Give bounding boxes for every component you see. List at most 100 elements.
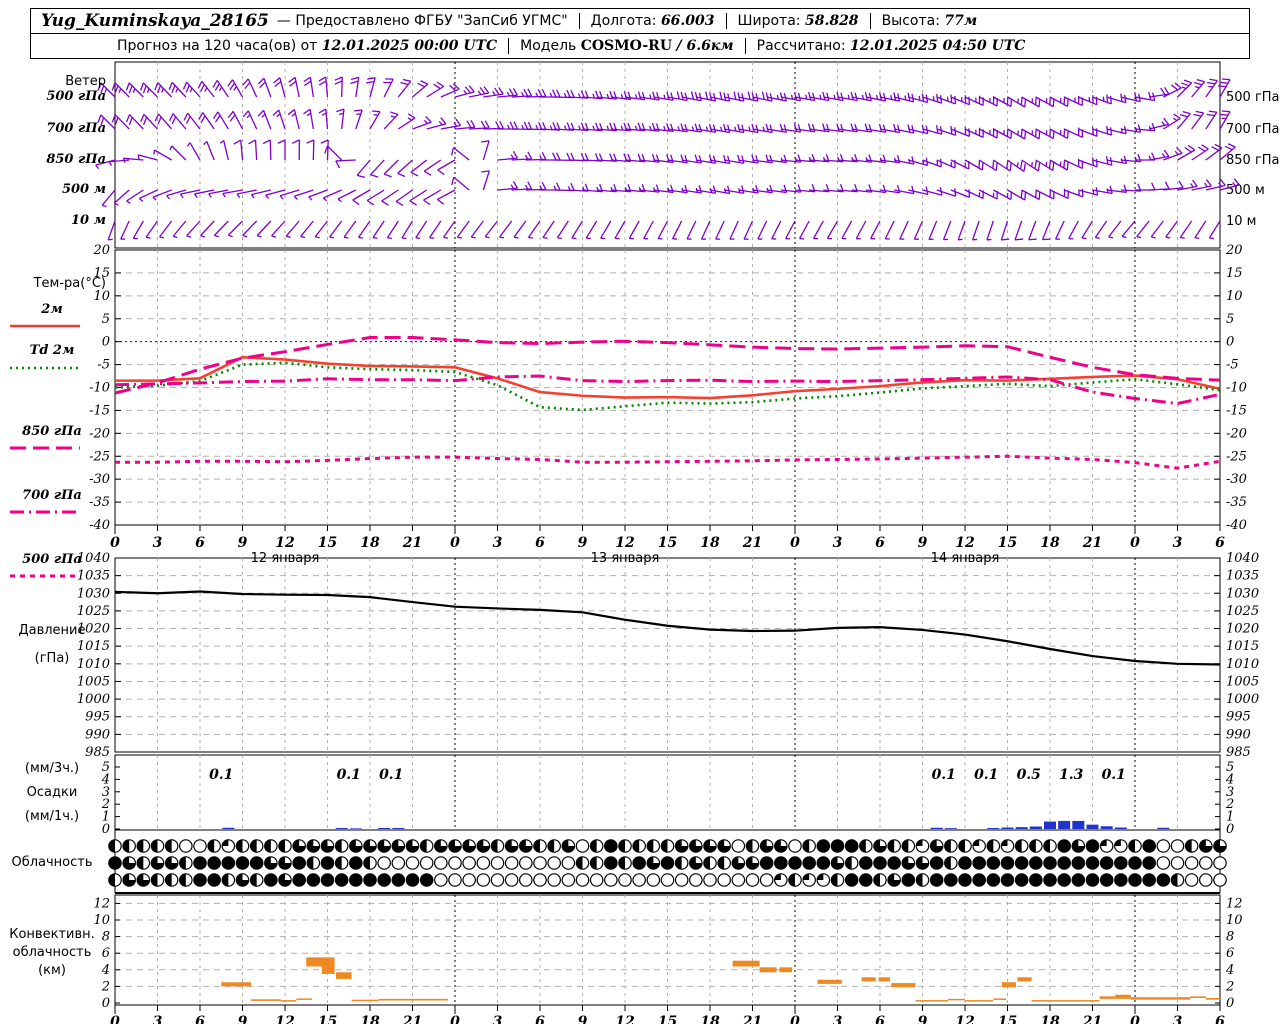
svg-text:1005: 1005 [1226, 674, 1259, 689]
legend-label-t2m: 2м [41, 302, 63, 317]
svg-text:12: 12 [615, 1014, 635, 1024]
svg-text:0: 0 [1226, 822, 1234, 837]
conv-panel-title-1: Конвективн. [9, 927, 95, 942]
svg-text:10: 10 [93, 913, 110, 928]
svg-text:6: 6 [1226, 946, 1234, 961]
svg-text:20: 20 [1225, 243, 1243, 258]
svg-text:6: 6 [875, 535, 885, 551]
svg-text:6: 6 [875, 1014, 885, 1024]
separator [869, 13, 871, 29]
svg-text:15: 15 [658, 1014, 677, 1024]
svg-text:1: 1 [102, 810, 110, 825]
svg-text:3: 3 [833, 535, 843, 551]
svg-text:2: 2 [1225, 979, 1234, 994]
separator [744, 38, 746, 54]
svg-text:4: 4 [1225, 772, 1234, 787]
svg-text:8: 8 [1226, 930, 1234, 945]
svg-text:9: 9 [918, 1014, 928, 1024]
svg-text:12 января: 12 января [251, 551, 320, 566]
svg-text:6: 6 [1215, 535, 1225, 551]
svg-text:1020: 1020 [77, 622, 110, 637]
svg-text:3: 3 [153, 1014, 163, 1024]
precip-unit-3h: (мм/3ч.) [24, 761, 80, 776]
svg-text:15: 15 [318, 1014, 337, 1024]
svg-text:1025: 1025 [77, 604, 110, 619]
legend-label-t850: 850 гПа [22, 424, 82, 439]
svg-text:1: 1 [1226, 810, 1234, 825]
svg-text:-5: -5 [97, 358, 110, 373]
precip-unit-1h: (мм/1ч.) [24, 809, 80, 824]
svg-text:6: 6 [195, 1014, 205, 1024]
legend-label-td2m: Td 2м [29, 343, 75, 358]
svg-text:0: 0 [110, 535, 120, 551]
svg-text:995: 995 [1226, 710, 1251, 725]
svg-text:1030: 1030 [1226, 586, 1259, 601]
separator [578, 13, 580, 29]
calc-time-value: 12.01.2025 04:50 UTC [850, 38, 1026, 54]
svg-text:15: 15 [318, 535, 337, 551]
header-box: Yug_Kuminskaya_28165 — Предоставлено ФГБ… [30, 8, 1250, 59]
svg-text:1035: 1035 [1226, 569, 1259, 584]
forecast-start-value: 12.01.2025 00:00 UTC [321, 38, 498, 54]
svg-text:15: 15 [1226, 266, 1243, 281]
header-row-forecast: Прогноз на 120 часа(ов) от 12.01.2025 00… [31, 34, 1249, 58]
pressure-panel-title: Давление [18, 623, 86, 638]
legend-label-t700: 700 гПа [22, 488, 82, 503]
svg-text:21: 21 [402, 1014, 422, 1024]
svg-text:21: 21 [742, 535, 762, 551]
svg-text:6: 6 [535, 1014, 545, 1024]
altitude-value: 77м [944, 13, 978, 29]
svg-text:21: 21 [402, 535, 422, 551]
svg-text:1015: 1015 [1226, 639, 1259, 654]
wind-level-850hpa: 850 гПа [46, 152, 106, 167]
model-label: Модель [520, 38, 577, 54]
svg-text:1040: 1040 [1226, 551, 1259, 566]
svg-text:5: 5 [1226, 760, 1234, 775]
svg-text:500 гПа: 500 гПа [1226, 90, 1280, 105]
svg-text:1015: 1015 [77, 639, 110, 654]
svg-text:0: 0 [450, 1014, 460, 1024]
svg-text:4: 4 [101, 772, 110, 787]
svg-text:15: 15 [658, 535, 677, 551]
svg-text:3: 3 [102, 785, 110, 800]
station-name: Yug_Kuminskaya_28165 [41, 11, 269, 31]
separator [508, 38, 510, 54]
forecast-label: Прогноз на 120 часа(ов) от [117, 38, 318, 54]
svg-text:18: 18 [700, 1014, 720, 1024]
svg-text:990: 990 [1226, 727, 1251, 742]
svg-text:3: 3 [493, 535, 503, 551]
svg-text:18: 18 [360, 1014, 380, 1024]
altitude-label: Высота: [881, 13, 940, 29]
svg-text:0: 0 [102, 822, 110, 837]
svg-text:12: 12 [275, 1014, 295, 1024]
svg-text:5: 5 [102, 760, 110, 775]
svg-text:0.1: 0.1 [337, 767, 361, 783]
longitude-value: 66.003 [660, 13, 715, 29]
svg-text:5: 5 [1226, 312, 1234, 327]
svg-text:0: 0 [102, 996, 110, 1011]
svg-text:985: 985 [1226, 745, 1251, 760]
svg-text:1040: 1040 [77, 551, 110, 566]
svg-text:12: 12 [1226, 896, 1243, 911]
svg-text:-40: -40 [89, 518, 110, 533]
svg-text:1.3: 1.3 [1059, 767, 1084, 783]
wind-level-500m: 500 м [61, 182, 106, 197]
svg-text:9: 9 [918, 535, 928, 551]
svg-text:12: 12 [955, 1014, 975, 1024]
svg-text:0.1: 0.1 [932, 767, 956, 783]
svg-text:1000: 1000 [1226, 692, 1259, 707]
svg-text:4: 4 [101, 963, 110, 978]
svg-text:-30: -30 [1226, 472, 1247, 487]
svg-text:6: 6 [1215, 1014, 1225, 1024]
svg-text:21: 21 [1082, 535, 1102, 551]
precip-panel-title: Осадки [26, 785, 78, 800]
svg-text:0: 0 [110, 1014, 120, 1024]
svg-text:15: 15 [998, 535, 1017, 551]
svg-text:0: 0 [1226, 996, 1234, 1011]
svg-text:18: 18 [360, 535, 380, 551]
svg-text:985: 985 [85, 745, 110, 760]
longitude-label: Долгота: [590, 13, 657, 29]
svg-text:1000: 1000 [77, 692, 110, 707]
